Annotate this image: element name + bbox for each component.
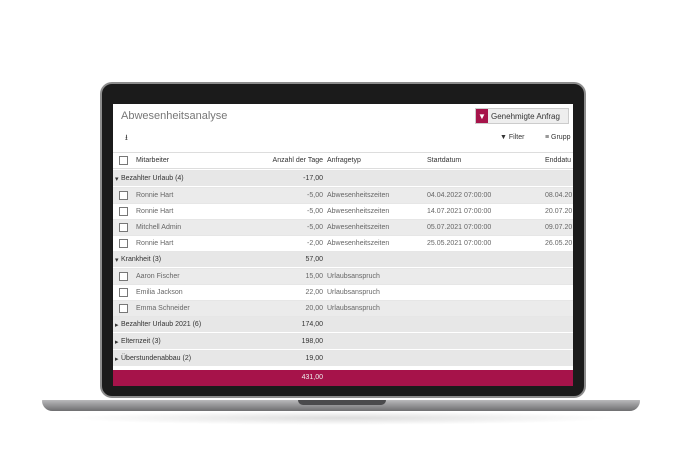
- column-header[interactable]: Anfragetyp: [327, 157, 361, 164]
- grand-total-row: 431,00: [113, 370, 573, 386]
- funnel-icon: ▼: [476, 109, 488, 123]
- row-checkbox[interactable]: [119, 288, 128, 297]
- download-icon[interactable]: ⭳: [125, 133, 128, 142]
- caret-right-icon: ▸: [115, 322, 119, 329]
- row-checkbox[interactable]: [119, 223, 128, 232]
- column-header[interactable]: Anzahl der Tage: [272, 157, 323, 164]
- app-screen: Abwesenheitsanalyse ▼ Genehmigte Anfrag ⭳…: [113, 104, 573, 386]
- group-row[interactable]: ▾ Krankheit (3) 57,00: [113, 251, 573, 267]
- row-checkbox[interactable]: [119, 272, 128, 281]
- table-row[interactable]: Ronnie Hart -5,00 Abwesenheitszeiten 14.07.…: [113, 203, 573, 219]
- caret-right-icon: ▸: [115, 356, 119, 363]
- row-checkbox[interactable]: [119, 304, 128, 313]
- laptop-shadow: [66, 411, 618, 425]
- group-row[interactable]: ▸ Bezahlter Urlaub 2021 (6) 174,00: [113, 316, 573, 332]
- select-all-checkbox[interactable]: [119, 156, 128, 165]
- laptop-base: [42, 400, 640, 411]
- table-row[interactable]: Aaron Fischer 15,00 Urlaubsanspruch: [113, 268, 573, 284]
- filter-button[interactable]: ▼ Filter: [500, 134, 525, 141]
- filter-facet[interactable]: ▼ Genehmigte Anfrag: [475, 108, 569, 124]
- table-header: Mitarbeiter Anzahl der Tage Anfragetyp Star…: [113, 152, 573, 169]
- group-row[interactable]: ▸ Überstundenabbau (2) 19,00: [113, 350, 573, 366]
- group-row[interactable]: ▸ Elternzeit (3) 198,00: [113, 333, 573, 349]
- caret-down-icon: ▾: [115, 176, 119, 183]
- group-by-button[interactable]: ≡ Grupp: [545, 134, 571, 141]
- row-checkbox[interactable]: [119, 207, 128, 216]
- table-row[interactable]: Ronnie Hart -5,00 Abwesenheitszeiten 04.04.…: [113, 187, 573, 203]
- caret-down-icon: ▾: [115, 257, 119, 264]
- table-row[interactable]: Mitchell Admin -5,00 Abwesenheitszeiten 05.…: [113, 219, 573, 235]
- filter-facet-label: Genehmigte Anfrag: [491, 111, 560, 121]
- row-checkbox[interactable]: [119, 239, 128, 248]
- caret-right-icon: ▸: [115, 339, 119, 346]
- table-row[interactable]: Emilia Jackson 22,00 Urlaubsanspruch: [113, 284, 573, 300]
- column-header[interactable]: Mitarbeiter: [136, 157, 170, 164]
- table-row[interactable]: Ronnie Hart -2,00 Abwesenheitszeiten 25.05.…: [113, 235, 573, 251]
- row-checkbox[interactable]: [119, 191, 128, 200]
- table-row[interactable]: Emma Schneider 20,00 Urlaubsanspruch: [113, 300, 573, 316]
- page-title: Abwesenheitsanalyse: [121, 110, 228, 122]
- laptop-notch: [298, 400, 386, 405]
- column-header[interactable]: Enddatu: [545, 157, 572, 164]
- column-header[interactable]: Startdatum: [427, 157, 462, 164]
- group-row[interactable]: ▾ Bezahlter Urlaub (4) -17,00: [113, 170, 573, 186]
